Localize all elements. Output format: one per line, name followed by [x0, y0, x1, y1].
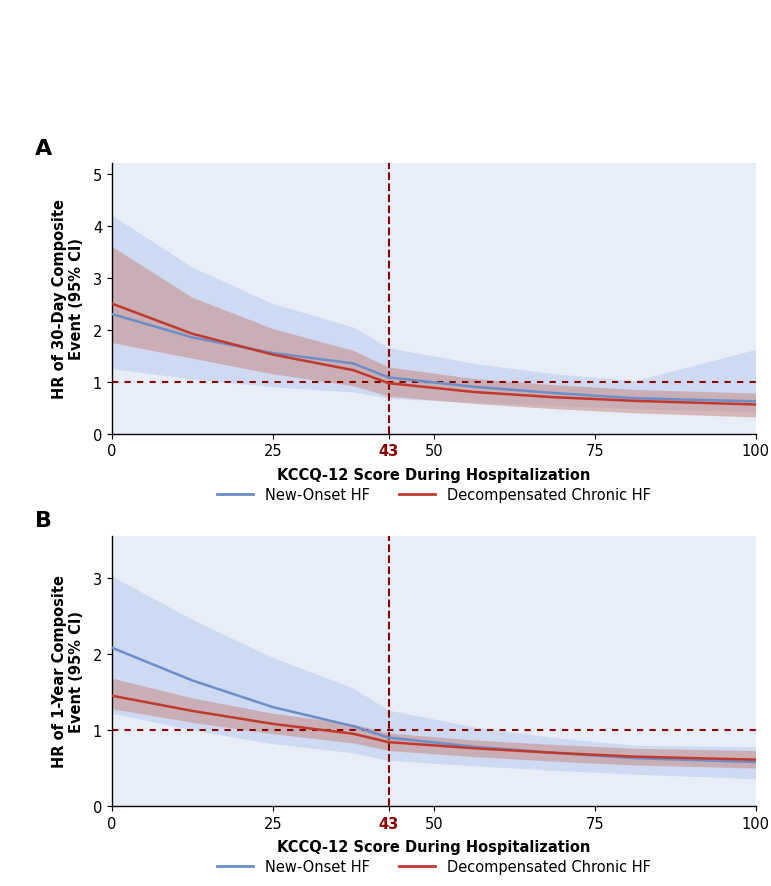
- Text: A: A: [35, 138, 52, 159]
- Y-axis label: HR of 1-Year Composite
Event (95% CI): HR of 1-Year Composite Event (95% CI): [52, 575, 84, 767]
- Text: KCCQ Predicts Prognosis of Acute Heart Failure: KCCQ Predicts Prognosis of Acute Heart F…: [106, 11, 665, 31]
- Legend: New-Onset HF, Decompensated Chronic HF: New-Onset HF, Decompensated Chronic HF: [210, 481, 657, 508]
- Text: B: B: [35, 510, 52, 531]
- X-axis label: KCCQ-12 Score During Hospitalization: KCCQ-12 Score During Hospitalization: [277, 467, 591, 482]
- Y-axis label: HR of 30-Day Composite
Event (95% CI): HR of 30-Day Composite Event (95% CI): [52, 199, 84, 399]
- X-axis label: KCCQ-12 Score During Hospitalization: KCCQ-12 Score During Hospitalization: [277, 839, 591, 854]
- Legend: New-Onset HF, Decompensated Chronic HF: New-Onset HF, Decompensated Chronic HF: [210, 853, 657, 880]
- Text: KCCQ Linearly Associated with Outcomes: KCCQ Linearly Associated with Outcomes: [233, 58, 619, 76]
